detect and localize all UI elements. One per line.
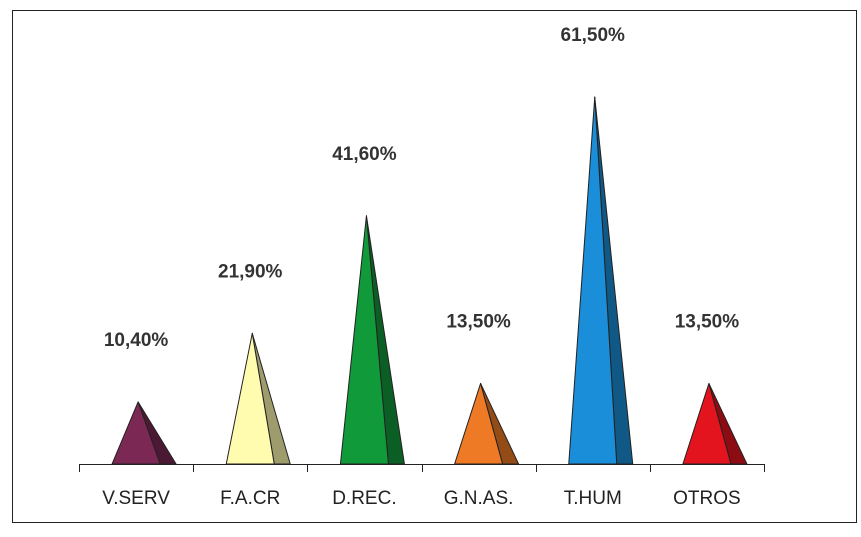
bar-otros xyxy=(682,382,748,465)
bars xyxy=(111,96,748,465)
category-label: T.HUM xyxy=(564,488,622,509)
category-label: G.N.AS. xyxy=(444,488,514,509)
bar-front-face xyxy=(225,332,275,465)
value-label: 13,50% xyxy=(446,311,511,332)
bar-front-face xyxy=(568,96,618,465)
category-label: V.SERV xyxy=(102,488,170,509)
bar-f-a-cr xyxy=(225,332,291,465)
category-label: OTROS xyxy=(673,488,741,509)
category-labels: V.SERV F.A.CR D.REC. G.N.AS. T.HUM OTROS xyxy=(102,488,740,509)
bar-front-face xyxy=(111,401,161,465)
bar-d-rec xyxy=(339,215,405,465)
category-label: D.REC. xyxy=(332,488,396,509)
value-label: 41,60% xyxy=(332,144,397,165)
bar-g-n-as xyxy=(454,382,520,465)
x-axis-ticks xyxy=(79,464,765,472)
bar-front-face xyxy=(682,382,732,465)
bar-v-serv xyxy=(111,401,177,465)
bar-t-hum xyxy=(568,96,634,465)
value-label: 61,50% xyxy=(561,25,626,46)
value-label: 21,90% xyxy=(218,261,283,282)
value-label: 13,50% xyxy=(675,311,740,332)
bar-front-face xyxy=(339,215,389,465)
value-labels: 10,40% 21,90% 41,60% 13,50% 61,50% 13,50% xyxy=(104,25,739,351)
category-label: F.A.CR xyxy=(220,488,280,509)
value-label: 10,40% xyxy=(104,330,169,351)
bar-front-face xyxy=(454,382,504,465)
